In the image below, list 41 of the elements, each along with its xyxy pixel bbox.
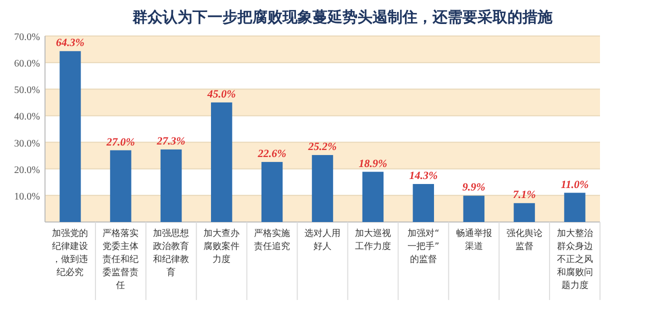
bar [110,150,132,222]
y-tick-label: 20.0% [14,164,40,176]
data-label: 9.9% [462,182,486,194]
x-tick-label: 严格实施责任追究 [254,228,290,252]
x-tick-label: 畅通举报渠道 [456,228,492,252]
data-label: 27.0% [105,136,135,148]
data-label: 27.3% [156,135,186,148]
x-tick-label: 加大查办腐败案件力度 [204,228,240,265]
data-label: 14.3% [409,170,438,182]
bar [362,172,384,222]
bar [210,102,232,222]
bar [564,192,586,222]
bar [463,196,484,222]
data-label: 22.6% [256,148,286,160]
y-tick-label: 60.0% [14,58,40,70]
chart-title: 群众认为下一步把腐败现象蔓延势头遏制住，还需要采取的措施 [132,8,554,26]
data-label: 7.1% [512,189,536,202]
data-label: 64.3% [56,37,84,50]
bar [261,162,283,222]
bar [160,149,182,222]
y-tick-label: 70.0% [14,32,40,43]
bar [60,51,81,222]
bar [312,155,334,222]
x-tick-label: 加强党的纪律建设，做到违纪必究 [52,228,88,278]
y-tick-label: 10.0% [14,191,40,202]
x-tick-label: 强化舆论监督 [506,228,542,252]
x-tick-label: 选对人用好人 [304,228,340,252]
data-label: 25.2% [307,141,337,154]
y-tick-label: 40.0% [14,112,40,123]
bar [412,184,434,222]
data-label: 11.0% [560,178,589,191]
x-tick-label: 加大巡视工作力度 [354,228,391,252]
bar [514,203,535,222]
y-tick-label: 30.0% [14,138,40,150]
data-label: 18.9% [358,158,388,170]
y-tick-label: 50.0% [14,85,40,96]
x-tick-label: 严格落实党委主体责任和纪委监督责任 [102,228,139,291]
data-label: 45.0% [206,88,236,100]
x-tick-label: 加大整治群众身边不正之风和腐败问题力度 [556,228,593,291]
x-tick-label: 加强对“一把手”的监督 [408,228,440,265]
x-tick-label: 加强思想政治教育和纪律教育 [153,228,190,278]
